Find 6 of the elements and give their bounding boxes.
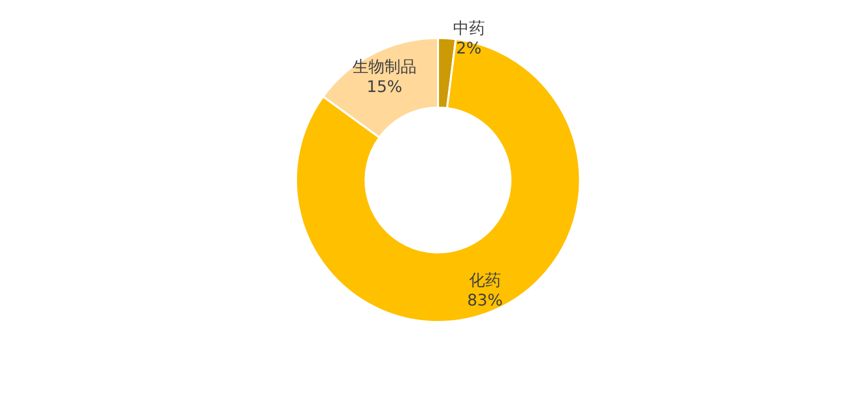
slice-label: 中药 (452, 18, 485, 38)
slice-label: 生物制品 (352, 56, 416, 76)
data-label: 83% (467, 290, 503, 310)
slice-label: 化药 (468, 270, 501, 290)
data-label: 15% (366, 76, 402, 96)
data-label: 2% (456, 38, 482, 58)
